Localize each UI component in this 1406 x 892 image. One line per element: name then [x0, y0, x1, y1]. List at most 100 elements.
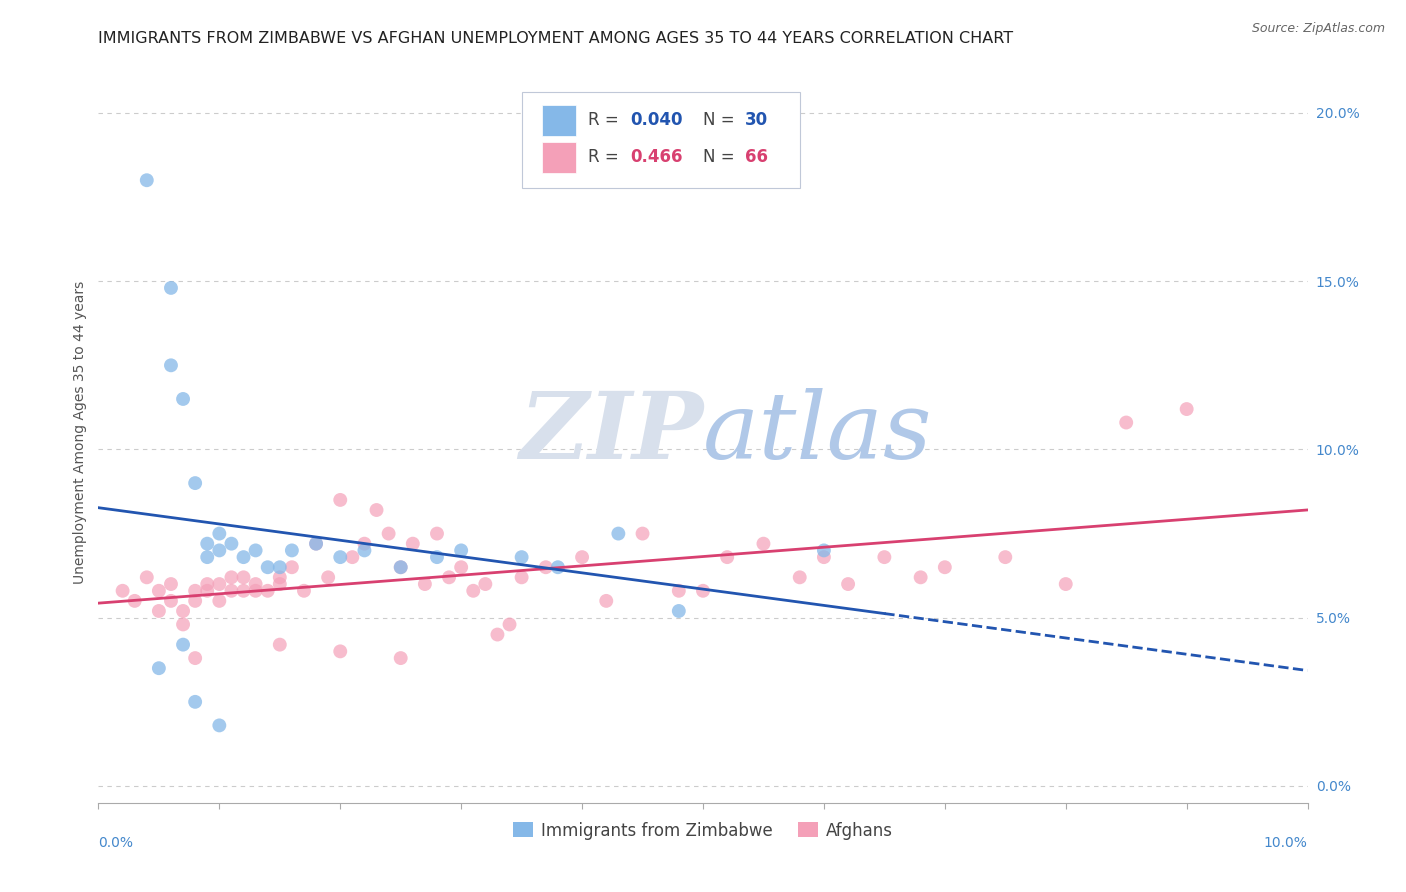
Afghans — [353, 536, 375, 550]
Immigrants from Zimbabwe — [329, 550, 352, 565]
Afghans — [910, 570, 932, 584]
Afghans — [1115, 416, 1137, 430]
Immigrants from Zimbabwe — [281, 543, 304, 558]
Afghans — [245, 583, 267, 598]
Afghans — [789, 570, 811, 584]
Afghans — [668, 583, 690, 598]
Afghans — [208, 577, 231, 591]
Immigrants from Zimbabwe — [232, 550, 254, 565]
Immigrants from Zimbabwe — [256, 560, 278, 574]
Afghans — [498, 617, 520, 632]
Afghans — [534, 560, 557, 574]
Afghans — [124, 594, 146, 608]
Immigrants from Zimbabwe — [135, 173, 157, 187]
Afghans — [281, 560, 304, 574]
Afghans — [269, 577, 291, 591]
Afghans — [752, 536, 775, 550]
Afghans — [402, 536, 425, 550]
Immigrants from Zimbabwe — [208, 543, 231, 558]
Afghans — [305, 536, 328, 550]
Immigrants from Zimbabwe — [353, 543, 375, 558]
Afghans — [329, 492, 352, 507]
Immigrants from Zimbabwe — [389, 560, 412, 574]
Immigrants from Zimbabwe — [305, 536, 328, 550]
Immigrants from Zimbabwe — [160, 281, 183, 295]
Afghans — [232, 583, 254, 598]
Text: 0.040: 0.040 — [630, 112, 683, 129]
Afghans — [256, 583, 278, 598]
Text: IMMIGRANTS FROM ZIMBABWE VS AFGHAN UNEMPLOYMENT AMONG AGES 35 TO 44 YEARS CORREL: IMMIGRANTS FROM ZIMBABWE VS AFGHAN UNEMP… — [98, 31, 1014, 46]
Immigrants from Zimbabwe — [195, 550, 218, 565]
Text: 30: 30 — [745, 112, 769, 129]
Immigrants from Zimbabwe — [148, 661, 170, 675]
FancyBboxPatch shape — [543, 143, 576, 173]
Text: N =: N = — [703, 112, 740, 129]
Afghans — [994, 550, 1017, 565]
Text: 10.0%: 10.0% — [1264, 836, 1308, 850]
Immigrants from Zimbabwe — [221, 536, 243, 550]
Afghans — [148, 583, 170, 598]
Afghans — [160, 594, 183, 608]
Afghans — [342, 550, 364, 565]
Afghans — [377, 526, 399, 541]
Afghans — [195, 583, 218, 598]
Y-axis label: Unemployment Among Ages 35 to 44 years: Unemployment Among Ages 35 to 44 years — [73, 281, 87, 584]
Immigrants from Zimbabwe — [208, 718, 231, 732]
Afghans — [269, 570, 291, 584]
Afghans — [172, 604, 194, 618]
Afghans — [1054, 577, 1077, 591]
Immigrants from Zimbabwe — [195, 536, 218, 550]
Afghans — [426, 526, 449, 541]
Afghans — [486, 627, 509, 641]
Text: ZIP: ZIP — [519, 388, 703, 477]
Afghans — [208, 594, 231, 608]
Afghans — [292, 583, 315, 598]
Afghans — [195, 577, 218, 591]
Text: 0.0%: 0.0% — [98, 836, 134, 850]
Afghans — [474, 577, 496, 591]
Afghans — [413, 577, 436, 591]
Afghans — [269, 638, 291, 652]
Afghans — [135, 570, 157, 584]
Afghans — [160, 577, 183, 591]
Afghans — [111, 583, 134, 598]
Immigrants from Zimbabwe — [172, 392, 194, 406]
Afghans — [813, 550, 835, 565]
Text: Source: ZipAtlas.com: Source: ZipAtlas.com — [1251, 22, 1385, 36]
Afghans — [873, 550, 896, 565]
Immigrants from Zimbabwe — [184, 695, 207, 709]
Immigrants from Zimbabwe — [450, 543, 472, 558]
FancyBboxPatch shape — [522, 92, 800, 188]
Immigrants from Zimbabwe — [160, 359, 183, 373]
Text: R =: R = — [588, 148, 624, 166]
Afghans — [232, 570, 254, 584]
Text: atlas: atlas — [703, 388, 932, 477]
Afghans — [221, 570, 243, 584]
Immigrants from Zimbabwe — [245, 543, 267, 558]
Immigrants from Zimbabwe — [547, 560, 569, 574]
FancyBboxPatch shape — [543, 105, 576, 136]
Text: 66: 66 — [745, 148, 768, 166]
Immigrants from Zimbabwe — [184, 476, 207, 491]
Afghans — [692, 583, 714, 598]
Afghans — [463, 583, 485, 598]
Immigrants from Zimbabwe — [208, 526, 231, 541]
Afghans — [595, 594, 617, 608]
Afghans — [716, 550, 738, 565]
Afghans — [184, 651, 207, 665]
Immigrants from Zimbabwe — [510, 550, 533, 565]
Text: N =: N = — [703, 148, 740, 166]
Immigrants from Zimbabwe — [269, 560, 291, 574]
Afghans — [184, 594, 207, 608]
Afghans — [316, 570, 339, 584]
Immigrants from Zimbabwe — [668, 604, 690, 618]
Afghans — [245, 577, 267, 591]
Afghans — [437, 570, 460, 584]
Afghans — [184, 583, 207, 598]
Afghans — [631, 526, 654, 541]
Afghans — [148, 604, 170, 618]
Afghans — [510, 570, 533, 584]
Text: 0.466: 0.466 — [630, 148, 683, 166]
Afghans — [450, 560, 472, 574]
Afghans — [366, 503, 388, 517]
